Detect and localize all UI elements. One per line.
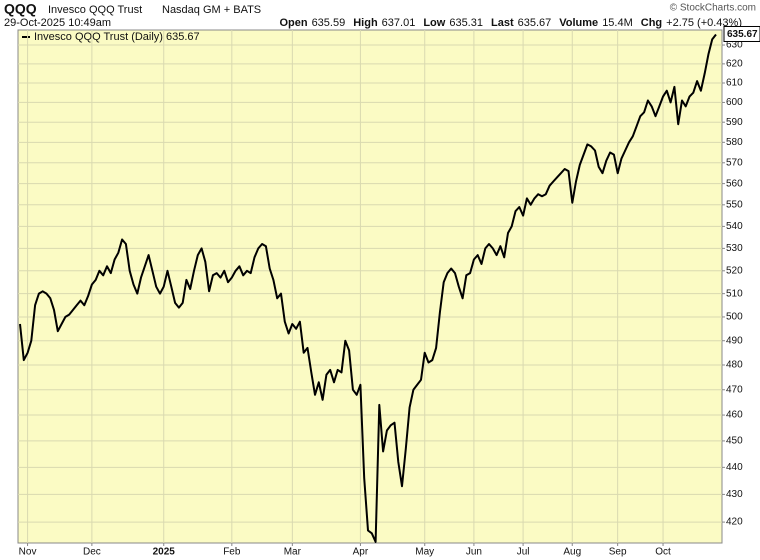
y-tick-label: 420 xyxy=(726,517,743,528)
symbol: QQQ xyxy=(4,1,37,17)
y-tick-label: 530 xyxy=(726,243,743,254)
quote-value: 637.01 xyxy=(382,17,416,29)
x-tick-label: Nov xyxy=(19,547,37,558)
x-tick-label: Feb xyxy=(223,547,241,558)
x-tick-label: Sep xyxy=(609,547,627,558)
x-tick-label: Jul xyxy=(517,547,530,558)
x-tick-label: Aug xyxy=(563,547,581,558)
quote-label: Chg xyxy=(641,17,662,29)
y-tick-label: 600 xyxy=(726,97,743,108)
quote-line: Open 635.59 High 637.01 Low 635.31 Last 635.67 V… xyxy=(279,17,742,29)
y-tick-label: 580 xyxy=(726,137,743,148)
quote-label: Open xyxy=(279,17,307,29)
y-tick-label: 560 xyxy=(726,178,743,189)
y-tick-label: 450 xyxy=(726,436,743,447)
y-tick-label: 620 xyxy=(726,58,743,69)
y-tick-label: 470 xyxy=(726,384,743,395)
quote-value: 15.4M xyxy=(602,17,633,29)
x-tick-label: Oct xyxy=(655,547,671,558)
credit: © StockCharts.com xyxy=(670,3,756,14)
quote-value: 635.31 xyxy=(449,17,483,29)
y-tick-label: 550 xyxy=(726,199,743,210)
x-tick-label: Jun xyxy=(466,547,482,558)
y-tick-label: 540 xyxy=(726,221,743,232)
quote-label: Last xyxy=(491,17,514,29)
y-tick-label: 570 xyxy=(726,157,743,168)
y-tick-label: 430 xyxy=(726,489,743,500)
x-tick-label: Apr xyxy=(353,547,369,558)
price-line xyxy=(19,33,717,543)
last-value-label: 635.67 xyxy=(727,29,758,40)
y-tick-label: 630 xyxy=(726,40,743,51)
quote-value: 635.67 xyxy=(518,17,552,29)
x-tick-label: 2025 xyxy=(153,547,176,558)
security-name: Invesco QQQ Trust xyxy=(48,4,142,16)
y-tick-label: 480 xyxy=(726,360,743,371)
y-tick-label: 590 xyxy=(726,117,743,128)
quote-value: 635.59 xyxy=(312,17,346,29)
timestamp: 29-Oct-2025 10:49am xyxy=(4,17,111,29)
y-tick-label: 490 xyxy=(726,335,743,346)
y-tick-label: 510 xyxy=(726,288,743,299)
quote-value: +2.75 (+0.43%) xyxy=(666,17,742,29)
last-value-box xyxy=(723,25,760,42)
legend-entry: Invesco QQQ Trust (Daily) 635.67 xyxy=(34,31,200,43)
exchange: Nasdaq GM + BATS xyxy=(162,4,261,16)
x-tick-label: Mar xyxy=(284,547,302,558)
plot-area xyxy=(17,29,723,544)
quote-label: Volume xyxy=(559,17,598,29)
y-tick-label: 460 xyxy=(726,410,743,421)
y-tick-label: 500 xyxy=(726,312,743,323)
y-tick-label: 610 xyxy=(726,78,743,89)
quote-label: High xyxy=(353,17,378,29)
quote-label: Low xyxy=(423,17,445,29)
x-tick-label: Dec xyxy=(83,547,101,558)
x-tick-label: May xyxy=(415,547,434,558)
y-tick-label: 520 xyxy=(726,265,743,276)
y-tick-label: 440 xyxy=(726,462,743,473)
